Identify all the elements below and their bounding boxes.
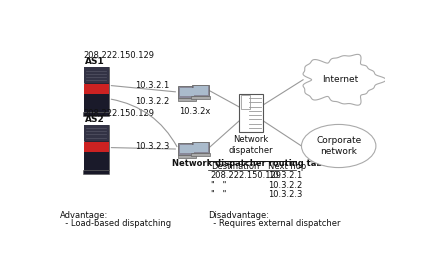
Text: 10.3.2.2: 10.3.2.2	[268, 181, 303, 190]
Text: 10.3.2x: 10.3.2x	[179, 107, 210, 116]
FancyBboxPatch shape	[178, 143, 195, 155]
FancyBboxPatch shape	[84, 68, 109, 112]
Text: Destination: Destination	[211, 162, 259, 171]
Text: Internet: Internet	[322, 75, 358, 84]
FancyBboxPatch shape	[83, 112, 109, 116]
Text: 208.222.150.129: 208.222.150.129	[84, 108, 155, 117]
FancyBboxPatch shape	[84, 84, 109, 94]
FancyBboxPatch shape	[84, 142, 109, 152]
Text: AS2: AS2	[85, 115, 105, 124]
Text: 208.222.150.129: 208.222.150.129	[84, 51, 155, 60]
FancyBboxPatch shape	[84, 125, 109, 170]
Text: Network dispatcher routing table: Network dispatcher routing table	[172, 159, 331, 168]
FancyBboxPatch shape	[241, 95, 250, 109]
Text: 10.3.2.2: 10.3.2.2	[135, 97, 169, 106]
FancyBboxPatch shape	[180, 88, 194, 96]
FancyBboxPatch shape	[191, 153, 210, 156]
Text: Corporate
network: Corporate network	[316, 136, 361, 156]
Text: 10.3.2.3: 10.3.2.3	[268, 190, 303, 199]
Text: Advantage:: Advantage:	[59, 211, 108, 220]
Text: Next hop: Next hop	[268, 162, 306, 171]
FancyBboxPatch shape	[192, 85, 209, 96]
FancyBboxPatch shape	[85, 127, 110, 171]
Text: Network
dispatcher: Network dispatcher	[229, 135, 273, 155]
FancyBboxPatch shape	[178, 155, 196, 158]
Polygon shape	[303, 54, 386, 105]
Text: 10.3.2.1: 10.3.2.1	[268, 171, 303, 180]
Text: "   ": " "	[211, 181, 226, 190]
Text: Disadvantage:: Disadvantage:	[208, 211, 270, 220]
Text: AS1: AS1	[85, 57, 105, 66]
FancyBboxPatch shape	[84, 125, 109, 141]
Text: "   ": " "	[211, 190, 226, 199]
Text: 10.3.2.3: 10.3.2.3	[135, 142, 169, 151]
FancyBboxPatch shape	[194, 86, 208, 95]
FancyBboxPatch shape	[83, 170, 109, 174]
Text: 10.3.2.1: 10.3.2.1	[135, 81, 169, 90]
FancyBboxPatch shape	[84, 152, 109, 170]
Text: - Load-based dispatching: - Load-based dispatching	[59, 219, 171, 228]
Ellipse shape	[301, 124, 376, 168]
FancyBboxPatch shape	[240, 94, 263, 132]
FancyBboxPatch shape	[85, 69, 110, 114]
FancyBboxPatch shape	[194, 143, 208, 152]
FancyBboxPatch shape	[191, 96, 210, 99]
FancyBboxPatch shape	[178, 86, 195, 98]
FancyBboxPatch shape	[178, 98, 196, 101]
FancyBboxPatch shape	[84, 94, 109, 112]
FancyBboxPatch shape	[84, 68, 109, 83]
Text: - Requires external dispatcher: - Requires external dispatcher	[208, 219, 341, 228]
Text: 208.222.150.129: 208.222.150.129	[211, 171, 282, 180]
FancyBboxPatch shape	[192, 142, 209, 153]
FancyBboxPatch shape	[180, 145, 194, 153]
